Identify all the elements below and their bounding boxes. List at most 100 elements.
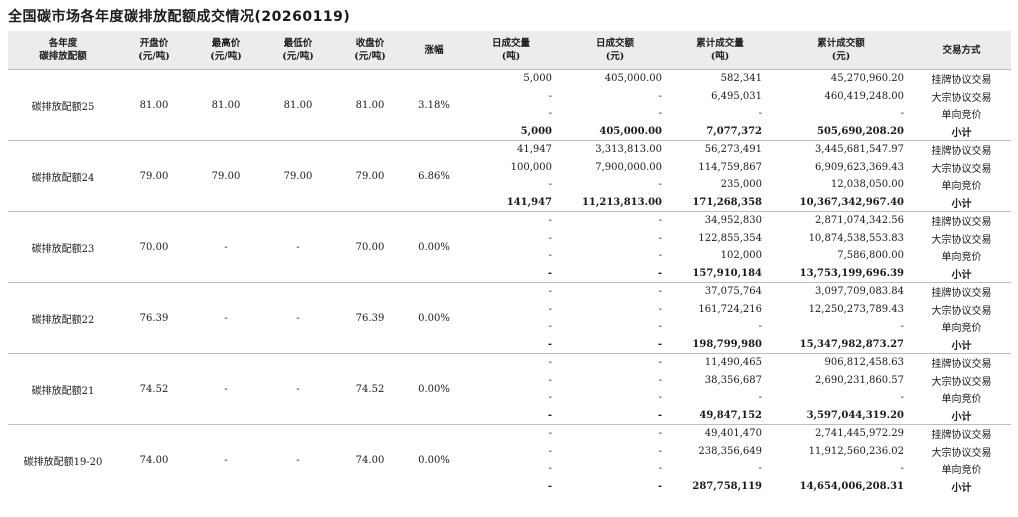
trade-method-cell: 大宗协议交易 [931,163,992,175]
low-price-cell: - [262,211,334,283]
table-row: - - 6,495,031 460,419,248.00 大宗协议交易 [8,88,1011,106]
daily-amount-cell: - [658,179,662,191]
daily-volume-cell: 5,000 [523,73,552,85]
cumulative-volume-cell: - [758,108,762,120]
daily-volume-cell: - [548,357,552,369]
cumulative-amount-cell: 3,097,709,083.84 [814,286,904,298]
open-price-cell: 81.00 [118,69,190,141]
high-price-cell: - [190,353,262,425]
daily-amount-cell: 11,213,813.00 [560,193,670,212]
daily-volume-cell: - [462,406,560,425]
daily-amount-cell: - [560,335,670,354]
trade-method-cell: 小计 [912,122,1011,141]
trade-method-cell: 挂牌协议交易 [931,430,992,442]
cumulative-amount-cell: 3,445,681,547.97 [814,144,904,156]
daily-amount-cell: - [658,232,662,244]
cumulative-volume-cell: 49,401,470 [704,428,762,440]
cumulative-amount-cell: 906,812,458.63 [824,357,904,369]
table-row: - - - - 单向竞价 [8,318,1011,336]
header-close-price: 收盘价 (元/吨) [334,31,406,70]
low-price-cell: - [262,282,334,354]
header-cumulative-amount: 累计成交额 (元) [770,31,912,70]
trade-method-cell: 大宗协议交易 [931,376,992,388]
table-row: 碳排放配额25 81.00 81.00 81.00 81.00 3.18% 5,000 405… [8,69,1011,141]
cumulative-volume-cell: 157,910,184 [670,264,770,283]
cumulative-amount-cell: 13,753,199,696.39 [770,264,912,283]
cumulative-volume-cell: 37,075,764 [704,286,762,298]
table-row: 碳排放配额24 79.00 79.00 79.00 79.00 6.86% 41,947 3,… [8,140,1011,212]
cumulative-amount-cell: 2,690,231,860.57 [814,374,904,386]
daily-volume-cell: - [548,232,552,244]
cumulative-amount-cell: - [900,321,904,333]
daily-amount-cell: - [658,428,662,440]
cumulative-volume-cell: 122,855,354 [698,232,762,244]
daily-amount-cell: - [658,445,662,457]
header-daily-amount: 日成交额 (元) [560,31,670,70]
cumulative-amount-cell: 3,597,044,319.20 [770,406,912,425]
daily-volume-cell: - [547,480,552,492]
high-price-cell: - [190,211,262,283]
daily-volume-cell: - [548,428,552,440]
daily-amount-cell: - [560,264,670,283]
cumulative-volume-cell: 49,847,152 [670,406,770,425]
header-change: 涨幅 [406,31,462,70]
trade-method-cell: 小计 [912,264,1011,283]
page-title: 全国碳市场各年度碳排放配额成交情况(20260119) [8,9,351,25]
table-row: - - 102,000 7,586,800.00 单向竞价 [8,247,1011,265]
subtotal-row: - -49,847,152 3,597,044,319.20 小计 [8,406,1011,425]
header-open-price: 开盘价 (元/吨) [118,31,190,70]
low-price-cell: 79.00 [262,140,334,212]
trade-method-cell: 大宗协议交易 [931,447,992,459]
daily-amount-cell: - [658,90,662,102]
daily-volume-cell: - [548,250,552,262]
daily-amount-cell: - [658,357,662,369]
daily-amount-cell: - [658,108,662,120]
daily-amount-cell: - [560,406,670,425]
trade-method-cell: 挂牌协议交易 [931,75,992,87]
close-price-cell: 76.39 [334,282,406,354]
cumulative-volume-cell: 238,356,649 [698,445,762,457]
cumulative-amount-cell: 7,586,800.00 [837,250,904,262]
daily-volume-cell: - [462,264,560,283]
daily-amount-cell: - [657,480,662,492]
daily-amount-cell: 7,900,000.00 [595,161,662,173]
table-row: - - 235,000 12,038,050.00 单向竞价 [8,176,1011,194]
cumulative-amount-cell: - [900,108,904,120]
open-price-cell: 76.39 [118,282,190,354]
cumulative-volume-cell: 171,268,358 [670,193,770,212]
trade-method-cell: 单向竞价 [941,465,982,477]
cumulative-amount-cell: 12,250,273,789.43 [808,303,904,315]
daily-volume-cell: - [548,303,552,315]
daily-amount-cell: - [658,392,662,404]
cumulative-amount-cell: 505,690,208.20 [770,122,912,141]
cumulative-volume-cell: 582,341 [720,73,762,85]
subtotal-row: - -198,799,980 15,347,982,873.27 小计 [8,335,1011,354]
header-allowance-year: 各年度 碳排放配额 [8,31,118,70]
daily-amount-cell: - [658,463,662,475]
daily-volume-cell: - [548,392,552,404]
table-row: - - - - 单向竞价 [8,460,1011,478]
cumulative-volume-cell: 198,799,980 [670,335,770,354]
close-price-cell: 74.52 [334,353,406,425]
daily-volume-cell: - [462,335,560,354]
cumulative-volume-cell: - [758,463,762,475]
open-price-cell: 74.52 [118,353,190,425]
trade-method-cell: 单向竞价 [941,323,982,335]
change-pct-cell: 0.00% [418,454,450,466]
allowance-name-cell: 碳排放配额21 [8,353,118,425]
low-price-cell: 81.00 [262,69,334,141]
daily-volume-cell: - [548,286,552,298]
change-pct-cell: 3.18% [406,69,462,141]
allowance-name-cell: 碳排放配额22 [8,282,118,354]
daily-amount-cell: - [658,215,662,227]
cumulative-volume-cell: - [758,321,762,333]
header-high-price: 最高价 (元/吨) [190,31,262,70]
daily-amount-cell: - [658,250,662,262]
trade-method-cell: 小计 [912,335,1011,354]
allowance-name-cell: 碳排放配额25 [8,69,118,141]
low-price-cell: - [262,353,334,425]
daily-amount-cell: 405,000.00 [604,73,662,85]
cumulative-volume-cell: 287,758,119 [692,480,762,492]
cumulative-volume-cell: 235,000 [720,179,762,191]
allowance-name-cell: 碳排放配额24 [8,140,118,212]
